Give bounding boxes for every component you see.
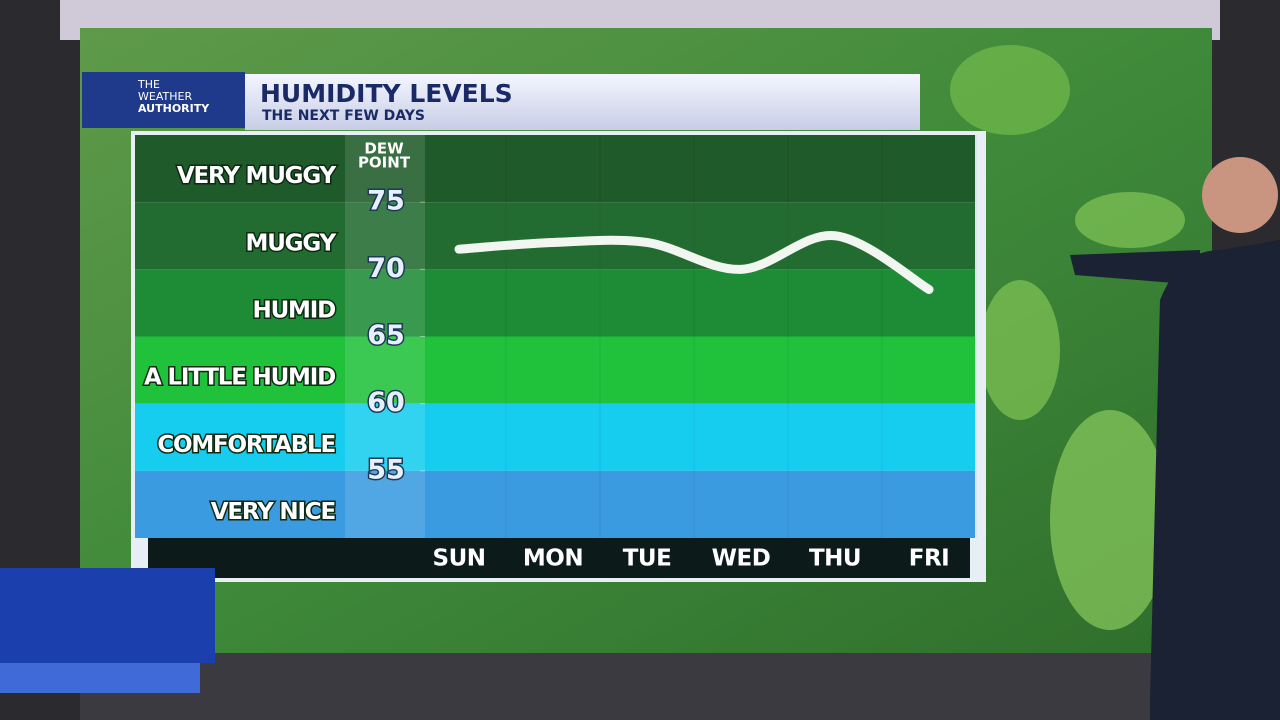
band-label: A LITTLE HUMID [144, 365, 335, 391]
plot: VERY MUGGY MUGGY HUMID A LITTLE HUMID COMFOR… [135, 135, 977, 538]
dew-point-line [454, 231, 934, 294]
band-label: MUGGY [246, 230, 337, 256]
presenter-head [1202, 157, 1278, 233]
leaf [980, 280, 1060, 420]
y-tick-label: 75 [367, 186, 405, 217]
humidity-band [135, 269, 975, 337]
band-label: VERY MUGGY [177, 163, 337, 189]
presenter-arm [1070, 250, 1200, 285]
y-axis-title: POINT [358, 154, 411, 172]
logo-line: AUTHORITY [138, 102, 210, 115]
band-label: HUMID [253, 297, 336, 323]
humidity-band [135, 135, 975, 203]
x-tick-label: WED [712, 546, 771, 572]
band-label: VERY NICE [211, 499, 336, 525]
leaf [950, 45, 1070, 135]
x-tick-label: MON [523, 546, 583, 572]
day-strip [148, 538, 970, 578]
y-tick-label: 55 [367, 454, 405, 485]
floor [80, 653, 1212, 720]
x-tick-label: THU [809, 546, 861, 572]
header-bar [245, 74, 920, 130]
humidity-band [135, 403, 975, 471]
x-tick-label: TUE [623, 546, 672, 572]
logo-line: THE [137, 78, 160, 91]
y-axis-title: DEW [364, 140, 404, 158]
x-tick-label: FRI [909, 546, 949, 572]
leaf [1075, 192, 1185, 248]
presenter [1150, 240, 1280, 720]
axis-column [345, 135, 425, 538]
humidity-band [135, 470, 975, 538]
lower-third-box [0, 568, 215, 663]
y-tick-label: 65 [367, 320, 405, 351]
logo-line: WEATHER [138, 90, 192, 103]
x-tick-label: SUN [433, 546, 486, 572]
humidity-band [135, 336, 975, 404]
lower-third-strip [0, 663, 200, 693]
logo-box [82, 72, 245, 128]
chart-title: HUMIDITY LEVELS [260, 79, 513, 108]
chart-subtitle: THE NEXT FEW DAYS [262, 108, 425, 124]
band-label: COMFORTABLE [157, 432, 335, 458]
y-tick-label: 70 [367, 253, 405, 284]
leaf [1050, 410, 1170, 630]
y-tick-label: 60 [367, 387, 405, 418]
